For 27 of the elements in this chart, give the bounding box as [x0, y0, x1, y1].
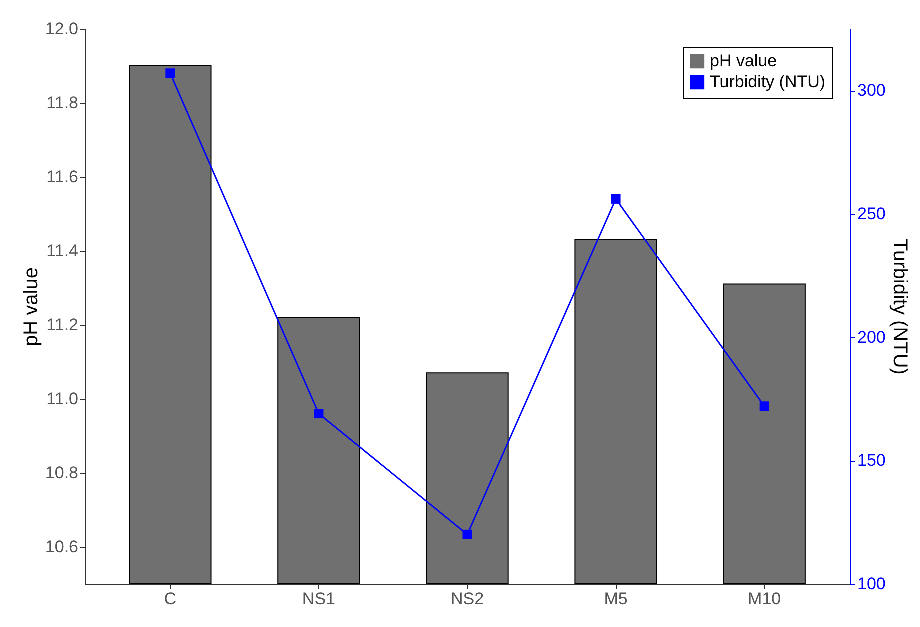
- y2-tick-label: 200: [858, 328, 886, 347]
- y-tick-label: 11.0: [46, 390, 78, 408]
- y-tick-label: 11.8: [46, 94, 78, 112]
- point: [760, 402, 770, 412]
- point: [166, 68, 176, 78]
- y2-tick-label: 250: [858, 204, 886, 224]
- y-tick-label: 11.4: [46, 242, 78, 260]
- y2-tick-label: 300: [858, 81, 886, 100]
- y-tick-label: 11.2: [46, 316, 78, 334]
- x-tick-label: M10: [748, 590, 782, 608]
- y2-axis-title: Turbidity (NTU): [888, 239, 911, 375]
- x-tick-label: M5: [604, 590, 628, 608]
- point: [462, 530, 472, 540]
- x-tick-label: NS2: [450, 590, 484, 608]
- y-axis-title: pH value: [20, 268, 42, 346]
- x-tick-label: C: [164, 590, 177, 608]
- x-tick-label: NS1: [302, 590, 336, 608]
- y-tick-label: 10.8: [45, 464, 78, 482]
- y2-tick-label: 150: [858, 451, 886, 470]
- y-tick-label: 10.6: [45, 538, 78, 556]
- legend-label: pH value: [710, 52, 778, 70]
- y-tick-label: 11.6: [46, 168, 78, 186]
- legend-label: Turbidity (NTU): [710, 72, 826, 92]
- point: [314, 409, 324, 419]
- y-tick-label: 12.0: [45, 20, 78, 38]
- y2-tick-label: 100: [858, 574, 886, 594]
- point: [611, 194, 621, 204]
